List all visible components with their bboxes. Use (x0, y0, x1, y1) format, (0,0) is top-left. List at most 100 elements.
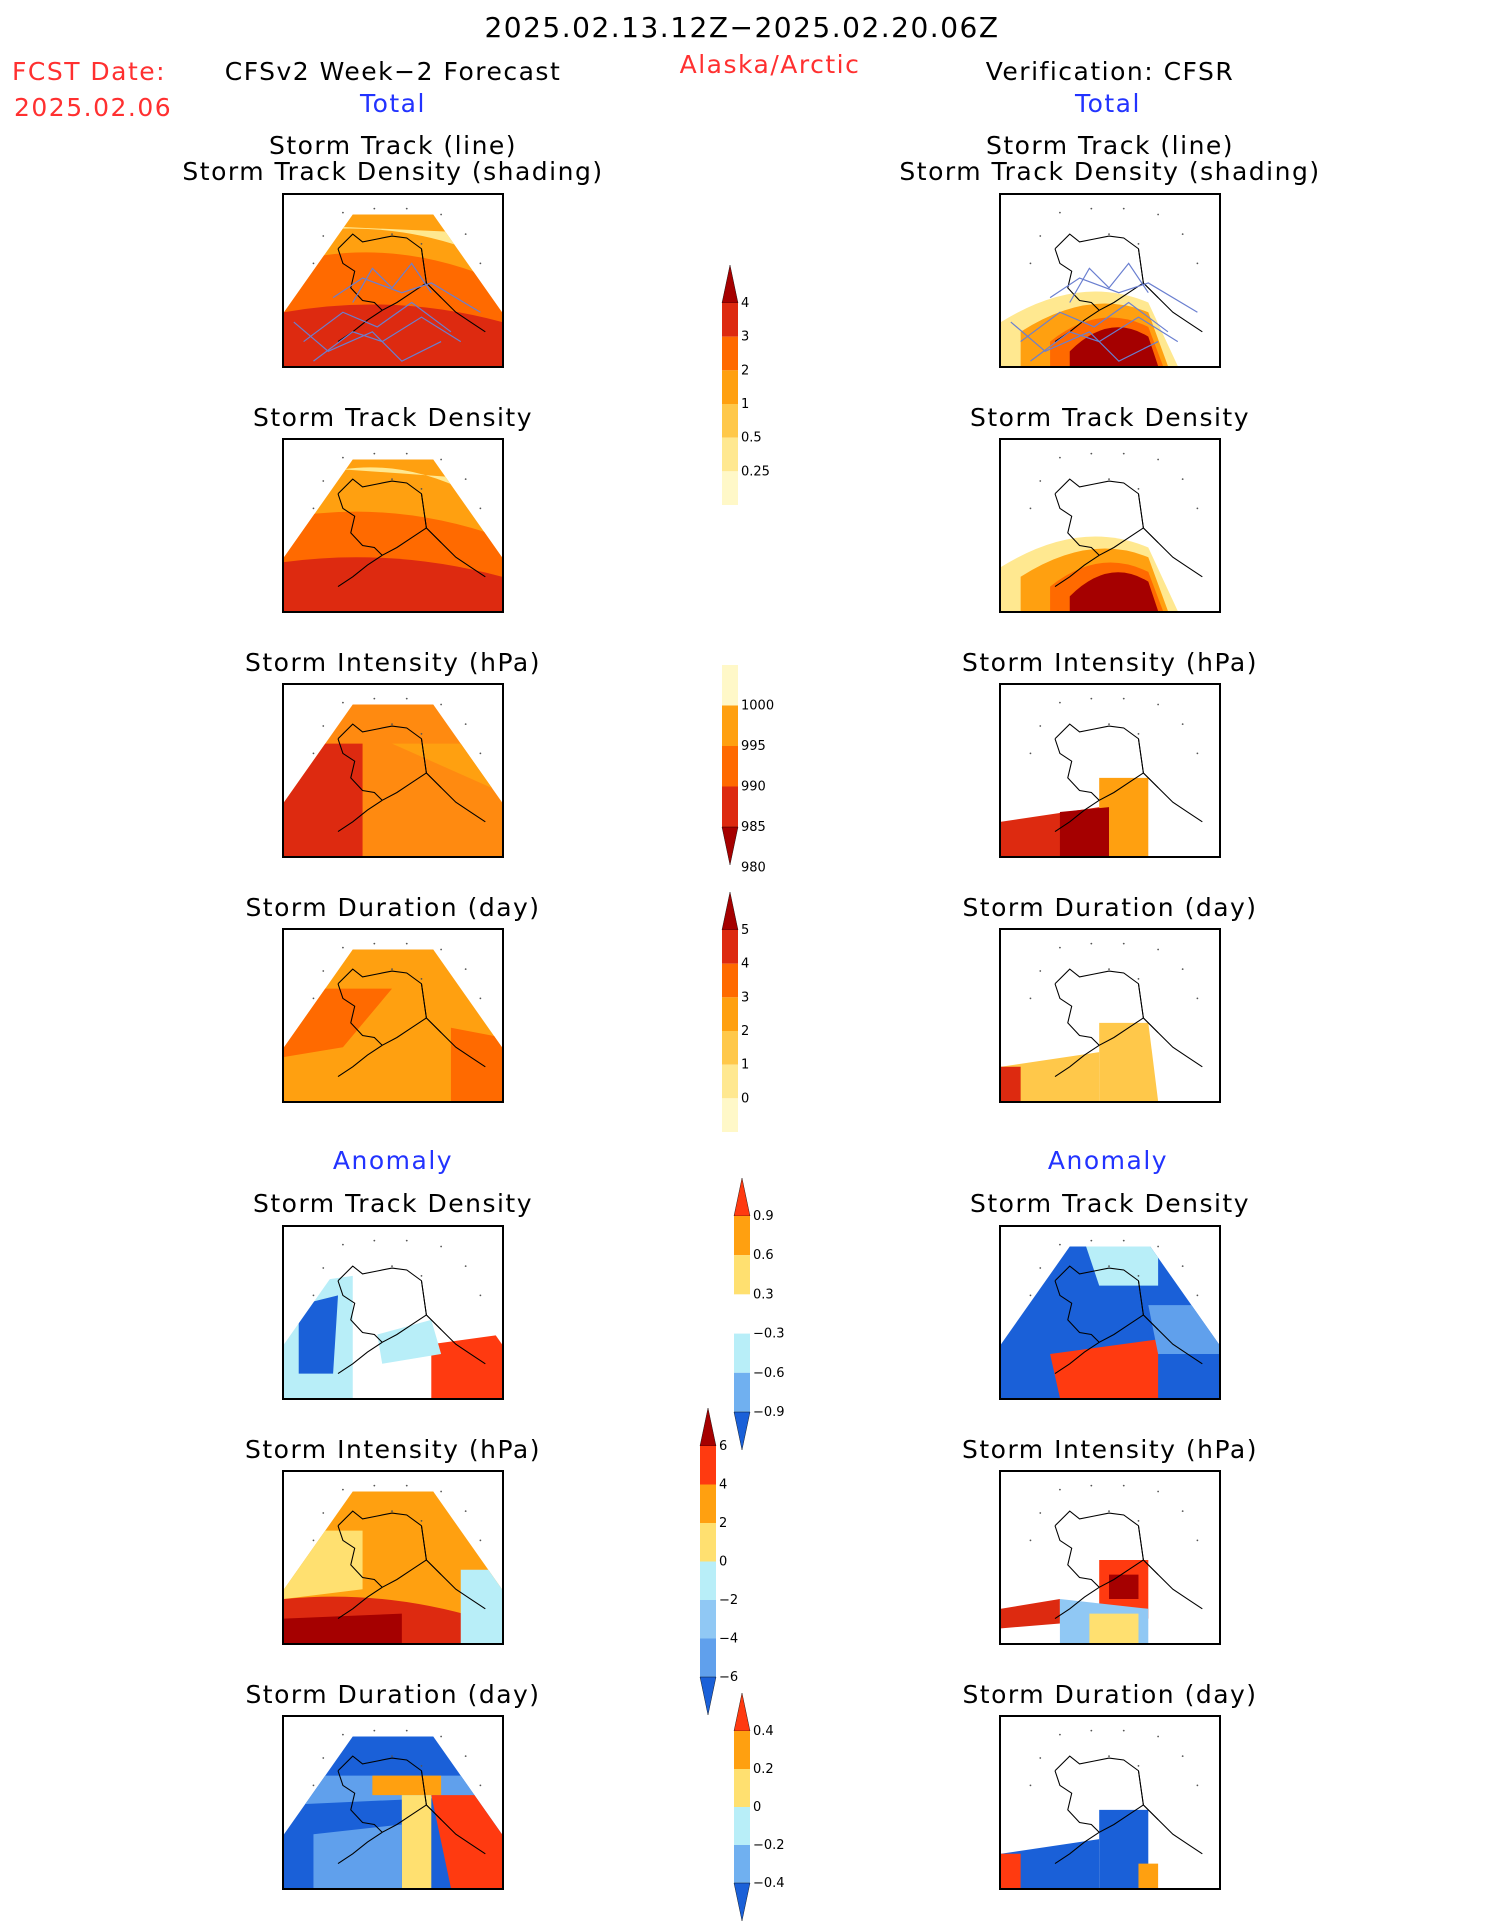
colorbar-label: 0.2 (753, 1762, 774, 1777)
colorbar-intensity-total: 1000 995 990 985 980 (721, 665, 782, 876)
colorbar-segment (722, 930, 738, 964)
map-canvas (1001, 452, 1203, 611)
colorbar-segment (700, 1561, 716, 1600)
colorbar-label: 4 (741, 957, 749, 972)
colorbar-segment (734, 1216, 750, 1256)
map-left-track-density (282, 438, 504, 613)
panel-title-line: Storm Track (line) (985, 131, 1235, 160)
map-canvas (284, 1729, 502, 1888)
panel-title-line: Storm Track Density (shading) (182, 157, 604, 187)
panel-title-right-4: Storm Duration (day) (962, 893, 1258, 922)
colorbar-label: 980 (741, 861, 766, 876)
coastline (337, 478, 486, 588)
anomaly-label-left: Anomaly (332, 1146, 454, 1175)
coastline (1054, 1510, 1203, 1620)
verification-title: Verification: CFSR (985, 57, 1235, 86)
map-canvas (1001, 697, 1203, 856)
colorbar-label: 0.25 (741, 464, 770, 479)
map-canvas (284, 942, 502, 1101)
colorbar-segment (722, 1031, 738, 1065)
colorbar-label: 4 (741, 296, 749, 311)
colorbar-segment (722, 404, 738, 438)
coastline (337, 968, 486, 1078)
colorbar-label: −0.9 (753, 1405, 785, 1420)
colorbar-segment (700, 1638, 716, 1677)
colorbar-segment (722, 437, 738, 472)
valid-period: 2025.02.13.12Z−2025.02.20.06Z (484, 11, 1000, 44)
colorbar-label: −0.4 (753, 1876, 785, 1891)
colorbar-segment (734, 1845, 750, 1883)
map-right-storm-track (999, 193, 1221, 368)
panel-title-left-6: Storm Intensity (hPa) (245, 1435, 541, 1464)
colorbar-label: 0.9 (753, 1209, 774, 1224)
map-canvas (284, 1484, 502, 1643)
panel-title-line: Storm Track Density (shading) (899, 157, 1321, 187)
map-left-anom-duration (282, 1715, 504, 1890)
colorbar-label: 1 (741, 1058, 749, 1073)
colorbar-label: 990 (741, 780, 766, 795)
colorbar-segment (734, 1807, 750, 1845)
colorbar-segment (722, 471, 738, 505)
colorbar-label: 985 (741, 820, 766, 835)
anomaly-label-right: Anomaly (1047, 1146, 1169, 1175)
colorbar-segment (722, 336, 738, 371)
colorbar-label: 3 (741, 990, 749, 1005)
colorbar-segment (734, 1333, 750, 1373)
coastline (1054, 1265, 1203, 1375)
colorbar-canvas: 1000 995 990 985 980 (721, 665, 774, 876)
colorbar-segment (700, 1600, 716, 1639)
total-label-right: Total (1075, 89, 1141, 118)
coastline (337, 1510, 486, 1620)
map-canvas (1001, 1484, 1203, 1643)
forecast-title: CFSv2 Week−2 Forecast (224, 57, 562, 86)
map-canvas (1001, 942, 1203, 1101)
colorbar-segment (722, 705, 738, 746)
panel-title-right-1: Storm Track (line) Storm Track Density (… (899, 131, 1321, 187)
map-left-storm-track (282, 193, 504, 368)
colorbar-duration-total: 5 4 3 2 1 0 (721, 891, 782, 1132)
colorbar-arrow-bottom (733, 1411, 751, 1451)
map-canvas (284, 452, 502, 611)
panel-title-right-6: Storm Intensity (hPa) (962, 1435, 1258, 1464)
colorbar-arrow-top (699, 1407, 717, 1447)
colorbar-segment (734, 1769, 750, 1807)
map-canvas (1001, 207, 1203, 366)
fcst-date-value: 2025.02.06 (14, 93, 173, 122)
colorbar-label: 0 (741, 1091, 749, 1106)
colorbar-label: 2 (719, 1516, 727, 1531)
panel-title-right-5: Storm Track Density (969, 1189, 1251, 1218)
map-right-anom-intensity (999, 1470, 1221, 1645)
colorbar-density-total: 4 3 2 1 0.5 0.25 (721, 264, 782, 505)
colorbar-label: −4 (719, 1632, 738, 1647)
map-right-anom-track-density (999, 1225, 1221, 1400)
colorbar-segment (722, 786, 738, 827)
colorbar-arrow-top (733, 1177, 751, 1217)
colorbar-label: −0.2 (753, 1838, 785, 1853)
colorbar-arrow-top (721, 891, 739, 931)
map-canvas (1001, 1729, 1203, 1888)
colorbar-canvas: 0.9 0.6 0.3 −0.3 −0.6 −0.9 (733, 1177, 785, 1451)
colorbar-label: 3 (741, 330, 749, 345)
panel-title-left-5: Storm Track Density (252, 1189, 534, 1218)
colorbar-duration-anomaly: 0.4 0.2 0 −0.2 −0.4 (733, 1692, 794, 1922)
panel-title-right-7: Storm Duration (day) (962, 1680, 1258, 1709)
map-left-anom-track-density (282, 1225, 504, 1400)
colorbar-intensity-anomaly: 6 4 2 0 −2 −4 −6 (699, 1407, 760, 1716)
colorbar-label: 0.6 (753, 1248, 774, 1263)
panel-title-left-1: Storm Track (line) Storm Track Density (… (182, 132, 604, 187)
colorbar-arrow-bottom (699, 1676, 717, 1716)
panel-title-left-3: Storm Intensity (hPa) (245, 648, 541, 677)
colorbar-segment (722, 1064, 738, 1099)
colorbar-label: −0.3 (753, 1327, 785, 1342)
colorbar-label: 4 (719, 1478, 727, 1493)
panel-title-right-2: Storm Track Density (969, 403, 1251, 432)
panel-title-right-3: Storm Intensity (hPa) (962, 648, 1258, 677)
colorbar-arrow-bottom (733, 1882, 751, 1922)
colorbar-canvas: 6 4 2 0 −2 −4 −6 (699, 1407, 738, 1716)
colorbar-label: −0.6 (753, 1366, 785, 1381)
colorbar-label: 2 (741, 363, 749, 378)
coastline (1054, 723, 1203, 833)
colorbar-segment (722, 746, 738, 787)
colorbar-arrow-top (721, 264, 739, 304)
map-right-intensity (999, 683, 1221, 858)
